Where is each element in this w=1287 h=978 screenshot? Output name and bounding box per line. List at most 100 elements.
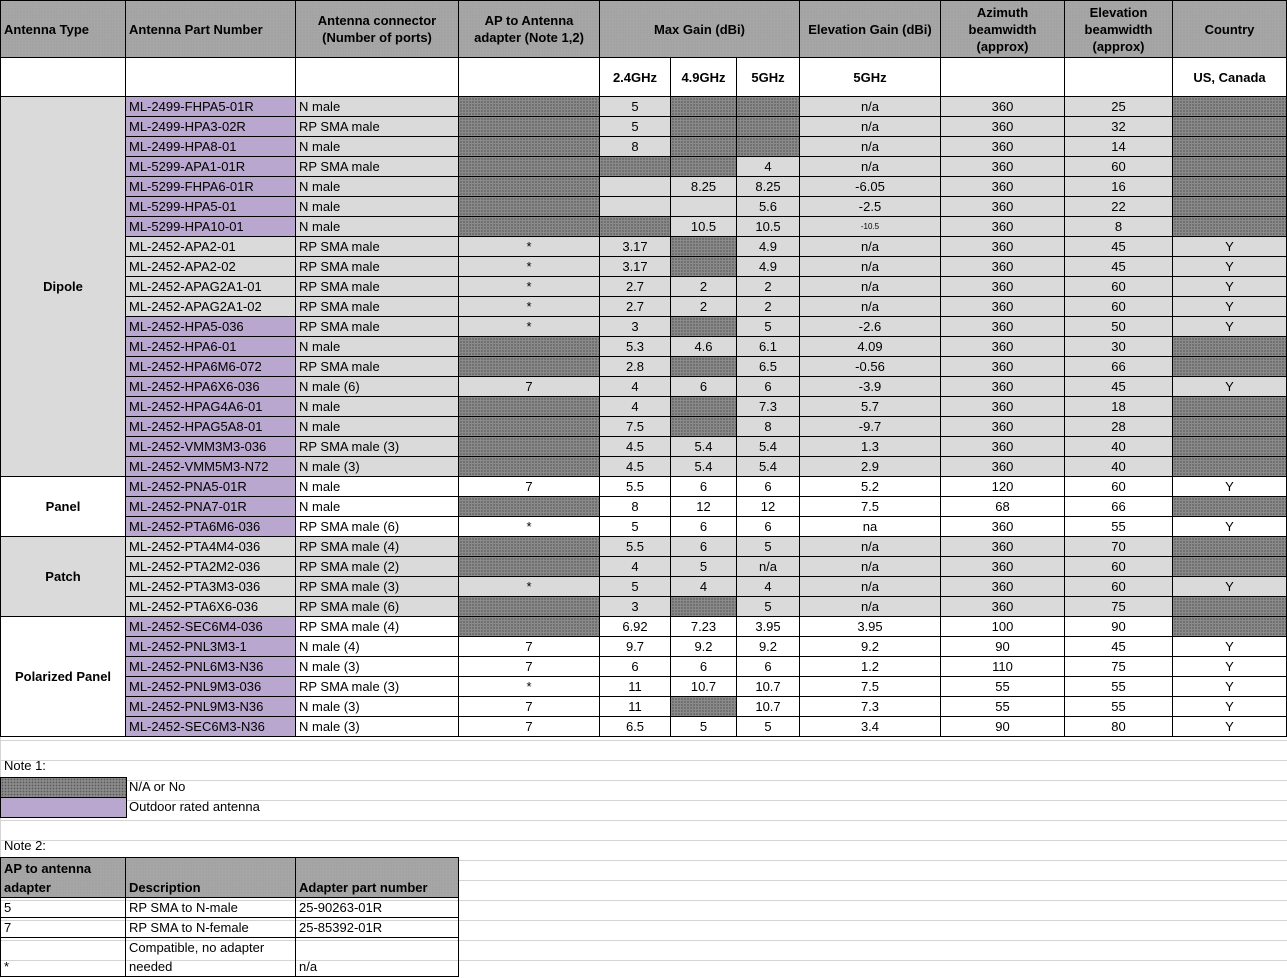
gain-5ghz-cell[interactable]: 5 bbox=[736, 316, 800, 337]
gain-2-4ghz-cell[interactable]: 9.7 bbox=[599, 636, 671, 657]
gain-4-9ghz-cell[interactable]: 4.6 bbox=[670, 336, 737, 357]
azimuth-cell[interactable]: 120 bbox=[940, 476, 1065, 497]
subheader-5ghz[interactable]: 5GHz bbox=[736, 57, 800, 97]
gain-5ghz-cell[interactable]: 10.7 bbox=[736, 676, 800, 697]
adapter-cell[interactable]: 7 bbox=[458, 716, 600, 737]
connector-cell[interactable]: RP SMA male bbox=[295, 256, 459, 277]
part-number-cell[interactable]: ML-2452-PNL3M3-1 bbox=[125, 636, 296, 657]
adapter-col-header[interactable]: Adapter part number bbox=[295, 857, 459, 898]
country-cell[interactable] bbox=[1172, 196, 1287, 217]
connector-cell[interactable]: N male bbox=[295, 396, 459, 417]
gain-5ghz-cell[interactable]: 8.25 bbox=[736, 176, 800, 197]
gain-5ghz-cell[interactable]: 2 bbox=[736, 276, 800, 297]
gain-4-9ghz-cell[interactable]: 7.23 bbox=[670, 616, 737, 637]
subheader-2-4ghz[interactable]: 2.4GHz bbox=[599, 57, 671, 97]
adapter-cell[interactable] bbox=[458, 96, 600, 117]
country-cell[interactable] bbox=[1172, 116, 1287, 137]
adapter-cell[interactable]: 7 bbox=[458, 636, 600, 657]
elevation-beamwidth-cell[interactable]: 16 bbox=[1064, 176, 1173, 197]
gain-5ghz-cell[interactable]: 4.9 bbox=[736, 236, 800, 257]
azimuth-cell[interactable]: 360 bbox=[940, 156, 1065, 177]
country-cell[interactable] bbox=[1172, 176, 1287, 197]
adapter-part-number[interactable]: n/a bbox=[295, 937, 459, 977]
gain-2-4ghz-cell[interactable]: 4.5 bbox=[599, 436, 671, 457]
elevation-beamwidth-cell[interactable]: 28 bbox=[1064, 416, 1173, 437]
elevation-beamwidth-cell[interactable]: 45 bbox=[1064, 636, 1173, 657]
adapter-cell[interactable] bbox=[458, 136, 600, 157]
elevation-beamwidth-cell[interactable]: 60 bbox=[1064, 276, 1173, 297]
gain-4-9ghz-cell[interactable] bbox=[670, 396, 737, 417]
elevation-beamwidth-cell[interactable]: 45 bbox=[1064, 376, 1173, 397]
gain-2-4ghz-cell[interactable]: 3.17 bbox=[599, 236, 671, 257]
gain-5ghz-cell[interactable]: 2 bbox=[736, 296, 800, 317]
elevation-beamwidth-cell[interactable]: 18 bbox=[1064, 396, 1173, 417]
gain-4-9ghz-cell[interactable] bbox=[670, 696, 737, 717]
gain-5ghz-cell[interactable]: 10.7 bbox=[736, 696, 800, 717]
part-number-cell[interactable]: ML-2452-PNL9M3-N36 bbox=[125, 696, 296, 717]
azimuth-cell[interactable]: 360 bbox=[940, 276, 1065, 297]
country-cell[interactable] bbox=[1172, 496, 1287, 517]
part-number-cell[interactable]: ML-2452-HPA6X6-036 bbox=[125, 376, 296, 397]
gain-2-4ghz-cell[interactable]: 2.7 bbox=[599, 276, 671, 297]
azimuth-cell[interactable]: 360 bbox=[940, 416, 1065, 437]
adapter-code[interactable]: * bbox=[0, 937, 126, 977]
gain-2-4ghz-cell[interactable]: 6 bbox=[599, 656, 671, 677]
part-number-cell[interactable]: ML-2452-HPA6M6-072 bbox=[125, 356, 296, 377]
subheader-country[interactable]: US, Canada bbox=[1172, 57, 1287, 97]
elevation-beamwidth-cell[interactable]: 66 bbox=[1064, 356, 1173, 377]
gain-4-9ghz-cell[interactable] bbox=[670, 136, 737, 157]
country-cell[interactable] bbox=[1172, 536, 1287, 557]
gain-4-9ghz-cell[interactable]: 2 bbox=[670, 296, 737, 317]
elevation-gain-cell[interactable]: n/a bbox=[799, 596, 941, 617]
subheader-empty[interactable] bbox=[125, 57, 296, 97]
col-header-adapter[interactable]: AP to Antenna adapter (Note 1,2) bbox=[458, 0, 600, 58]
country-cell[interactable]: Y bbox=[1172, 376, 1287, 397]
country-cell[interactable]: Y bbox=[1172, 576, 1287, 597]
elevation-beamwidth-cell[interactable]: 60 bbox=[1064, 296, 1173, 317]
gain-5ghz-cell[interactable]: 10.5 bbox=[736, 216, 800, 237]
part-number-cell[interactable]: ML-2452-APA2-01 bbox=[125, 236, 296, 257]
connector-cell[interactable]: N male bbox=[295, 136, 459, 157]
country-cell[interactable]: Y bbox=[1172, 676, 1287, 697]
azimuth-cell[interactable]: 110 bbox=[940, 656, 1065, 677]
adapter-cell[interactable]: 7 bbox=[458, 696, 600, 717]
part-number-cell[interactable]: ML-2452-PTA6X6-036 bbox=[125, 596, 296, 617]
country-cell[interactable] bbox=[1172, 556, 1287, 577]
adapter-cell[interactable]: * bbox=[458, 276, 600, 297]
connector-cell[interactable]: N male bbox=[295, 96, 459, 117]
azimuth-cell[interactable]: 360 bbox=[940, 296, 1065, 317]
elevation-beamwidth-cell[interactable]: 60 bbox=[1064, 556, 1173, 577]
elevation-gain-cell[interactable]: n/a bbox=[799, 536, 941, 557]
gain-5ghz-cell[interactable] bbox=[736, 96, 800, 117]
elevation-gain-cell[interactable]: n/a bbox=[799, 296, 941, 317]
col-header-antenna-type[interactable]: Antenna Type bbox=[0, 0, 126, 58]
gain-5ghz-cell[interactable]: 5.4 bbox=[736, 436, 800, 457]
adapter-cell[interactable] bbox=[458, 536, 600, 557]
adapter-cell[interactable]: * bbox=[458, 676, 600, 697]
connector-cell[interactable]: RP SMA male (3) bbox=[295, 676, 459, 697]
country-cell[interactable] bbox=[1172, 616, 1287, 637]
azimuth-cell[interactable]: 90 bbox=[940, 636, 1065, 657]
part-number-cell[interactable]: ML-2452-PTA6M6-036 bbox=[125, 516, 296, 537]
elevation-gain-cell[interactable]: n/a bbox=[799, 556, 941, 577]
azimuth-cell[interactable]: 360 bbox=[940, 456, 1065, 477]
azimuth-cell[interactable]: 360 bbox=[940, 196, 1065, 217]
elevation-gain-cell[interactable]: n/a bbox=[799, 156, 941, 177]
part-number-cell[interactable]: ML-2452-SEC6M3-N36 bbox=[125, 716, 296, 737]
gain-4-9ghz-cell[interactable]: 5 bbox=[670, 716, 737, 737]
subheader-elev-5ghz[interactable]: 5GHz bbox=[799, 57, 941, 97]
gain-4-9ghz-cell[interactable] bbox=[670, 356, 737, 377]
gain-4-9ghz-cell[interactable] bbox=[670, 236, 737, 257]
adapter-part-number[interactable]: 25-85392-01R bbox=[295, 917, 459, 938]
gain-5ghz-cell[interactable]: 3.95 bbox=[736, 616, 800, 637]
col-header-part-number[interactable]: Antenna Part Number bbox=[125, 0, 296, 58]
gain-2-4ghz-cell[interactable]: 3 bbox=[599, 596, 671, 617]
elevation-gain-cell[interactable]: n/a bbox=[799, 256, 941, 277]
azimuth-cell[interactable]: 360 bbox=[940, 596, 1065, 617]
adapter-description[interactable]: RP SMA to N-female bbox=[125, 917, 296, 938]
part-number-cell[interactable]: ML-5299-HPA10-01 bbox=[125, 216, 296, 237]
elevation-beamwidth-cell[interactable]: 75 bbox=[1064, 656, 1173, 677]
antenna-type-cell[interactable]: Patch bbox=[0, 536, 126, 617]
connector-cell[interactable]: N male bbox=[295, 476, 459, 497]
gain-2-4ghz-cell[interactable]: 11 bbox=[599, 696, 671, 717]
